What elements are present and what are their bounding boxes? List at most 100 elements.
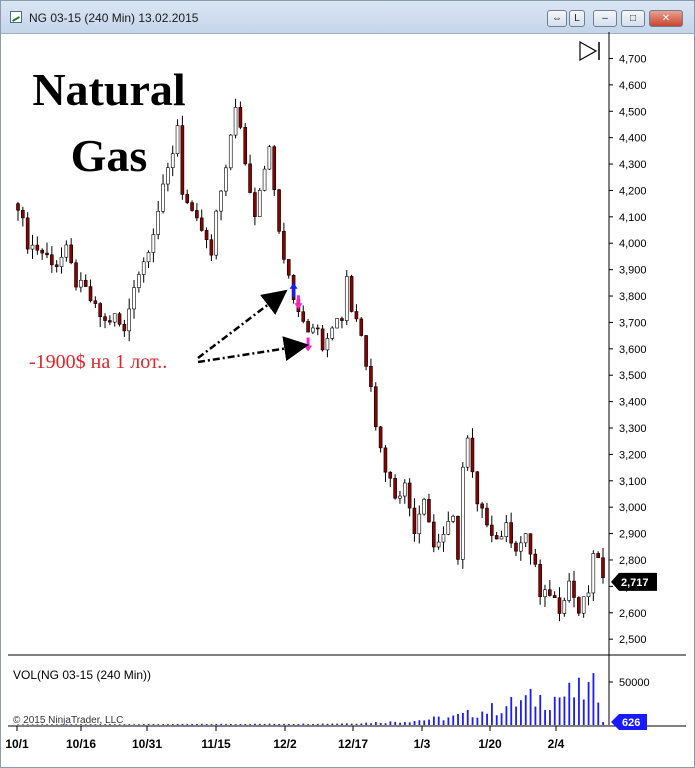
volume-bar (452, 715, 455, 725)
candle-body (175, 125, 180, 154)
candle-body (359, 318, 364, 336)
volume-bar (41, 724, 44, 725)
maximize-button[interactable]: □ (621, 10, 645, 27)
volume-bar (316, 723, 319, 725)
volume-bar (345, 723, 348, 725)
volume-bar (65, 724, 68, 725)
candle-body (141, 261, 146, 275)
volume-bar (128, 724, 131, 725)
volume-bar (200, 723, 203, 725)
volume-bar (278, 724, 281, 725)
volume-bar (186, 724, 189, 725)
scroll-to-end-icon[interactable] (579, 40, 600, 62)
volume-bar (229, 723, 232, 725)
volume-bar (312, 724, 314, 725)
y-tick-label: 3,100 (619, 476, 647, 488)
play-triangle (579, 40, 598, 62)
minimize-button[interactable]: – (593, 10, 617, 27)
volume-bar (239, 724, 242, 725)
volume-bar (31, 724, 34, 725)
volume-bar (268, 723, 271, 725)
volume-bar (379, 722, 382, 725)
close-button[interactable]: ✕ (649, 10, 683, 27)
volume-bar (457, 713, 459, 725)
y-tick-label: 4,600 (619, 80, 647, 92)
candle-body (325, 338, 330, 351)
volume-bar (486, 713, 488, 725)
candle-body (538, 564, 542, 598)
link-button[interactable]: L (569, 10, 585, 27)
candle-body (277, 189, 281, 232)
candle-body (25, 217, 30, 250)
volume-bar (370, 723, 372, 725)
candle-body (199, 217, 204, 231)
volume-bar (123, 724, 126, 725)
current-price-badge: 2,717 (611, 572, 657, 591)
candle-body (601, 557, 605, 578)
candle-body (170, 153, 175, 169)
candle-body (581, 596, 586, 614)
candle-body (166, 167, 170, 185)
candle-body (253, 192, 257, 217)
candle-body (335, 318, 339, 329)
candle-body (83, 279, 88, 287)
volume-bar (181, 723, 184, 725)
volume-bar (447, 717, 450, 725)
volume-bar (94, 724, 97, 725)
x-tick-label: 2/4 (548, 737, 565, 751)
candle-body (402, 482, 407, 497)
candle-body (577, 597, 581, 614)
volume-bar (491, 703, 493, 725)
candle-body (552, 595, 557, 599)
volume-bar (36, 724, 39, 725)
chart-app-icon (10, 11, 22, 23)
volume-bar (80, 724, 82, 725)
candle-body (137, 274, 141, 288)
volume-bar (592, 673, 595, 725)
volume-bar (157, 724, 160, 725)
candle-body (262, 168, 267, 191)
candle-body (349, 276, 354, 312)
volume-bar (558, 697, 561, 725)
volume-bar (321, 723, 324, 725)
y-tick-label: 3,900 (619, 265, 647, 277)
candle-body (238, 107, 243, 128)
candle-body (509, 522, 513, 544)
candle-body (398, 495, 402, 499)
candle-body (523, 533, 528, 544)
volume-bar (55, 724, 58, 725)
candle-body (422, 499, 426, 515)
volume-bar (510, 696, 513, 725)
candle-body (412, 507, 417, 535)
candle-body (490, 524, 494, 536)
candle-body (557, 597, 562, 614)
volume-bar (341, 723, 343, 725)
y-tick-label: 3,500 (619, 370, 647, 382)
title-bar[interactable]: NG 03-15 (240 Min) 13.02.2015 ⇔ L – □ ✕ (1, 1, 694, 34)
volume-bar (563, 696, 566, 725)
candle-body (156, 211, 161, 235)
candle-body (146, 252, 151, 263)
x-tick-label: 10/1 (5, 737, 29, 751)
volume-panel-label: VOL(NG 03-15 (240 Min)) (13, 668, 152, 682)
y-tick-label: 3,600 (619, 344, 647, 356)
restore-chart-icon[interactable]: ⇔ (547, 10, 567, 27)
volume-bar (336, 723, 339, 725)
volume-bar (394, 721, 397, 725)
volume-bar (553, 696, 556, 725)
volume-bar (225, 724, 227, 725)
candle-body (282, 231, 286, 260)
volume-bar (481, 711, 484, 725)
volume-bar (46, 724, 49, 725)
volume-bar (17, 724, 19, 725)
volume-bar (22, 724, 24, 725)
volume-bar (403, 722, 406, 725)
volume-bar (428, 719, 430, 725)
candle-body (248, 163, 252, 193)
volume-bar (326, 723, 329, 725)
volume-bar (273, 723, 276, 725)
volume-bar (258, 723, 261, 725)
y-tick-label: 3,800 (619, 291, 647, 303)
